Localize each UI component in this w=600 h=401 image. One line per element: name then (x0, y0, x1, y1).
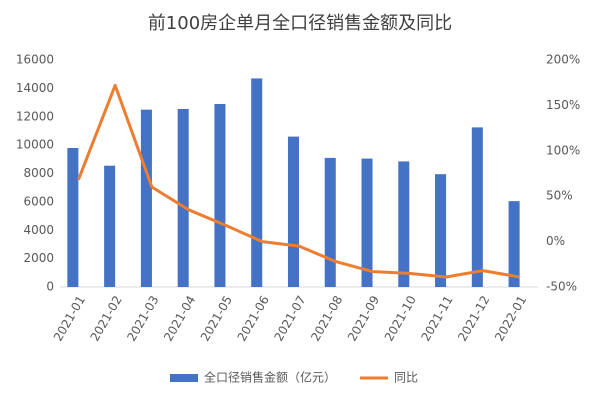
x-tick-label: 2021-07 (271, 293, 308, 343)
x-tick-label: 2021-08 (308, 293, 345, 343)
y-tick-label: 10000 (16, 138, 54, 152)
bar (508, 201, 520, 287)
bar (287, 136, 299, 287)
bar (471, 127, 483, 287)
x-tick-label: 2021-06 (235, 293, 272, 343)
y-tick-label: 6000 (23, 194, 54, 208)
y-tick-label: 12000 (16, 109, 54, 123)
y-tick-label: 4000 (23, 223, 54, 237)
bar (398, 161, 410, 287)
y2-tick-label: 150% (546, 98, 580, 112)
x-tick-label: 2021-10 (382, 293, 419, 343)
bar (140, 109, 152, 287)
bar (67, 147, 79, 287)
bar (361, 158, 373, 287)
x-tick-label: 2021-02 (88, 293, 125, 343)
x-tick-label: 2021-12 (455, 293, 492, 343)
x-tick-label: 2021-03 (124, 293, 161, 343)
y2-tick-label: 50% (546, 189, 573, 203)
line (76, 83, 520, 279)
x-tick-label: 2021-04 (161, 293, 198, 343)
y-tick-label: 8000 (23, 166, 54, 180)
bar (435, 174, 447, 287)
bar (324, 157, 336, 287)
y-tick-label: 16000 (16, 53, 54, 67)
x-tick-label: 2021-05 (198, 293, 235, 343)
legend-label: 同比 (394, 371, 418, 385)
x-tick-label: 2022-01 (492, 293, 529, 343)
bar (251, 78, 263, 287)
x-tick-label: 2021-11 (419, 293, 456, 343)
y2-tick-label: 0% (546, 234, 565, 248)
legend-label: 全口径销售金额（亿元） (204, 370, 336, 385)
y2-tick-label: -50% (546, 280, 577, 294)
x-tick-label: 2021-01 (51, 293, 88, 343)
y2-tick-label: 200% (546, 53, 580, 67)
y-tick-label: 0 (46, 280, 54, 294)
bar (214, 103, 226, 287)
y-tick-label: 14000 (16, 81, 54, 95)
x-tick-label: 2021-09 (345, 293, 382, 343)
bar (104, 165, 116, 287)
legend-swatch (170, 374, 198, 382)
chart-title: 前100房企单月全口径销售金额及同比 (148, 13, 452, 34)
bar (177, 108, 189, 288)
y-tick-label: 2000 (23, 251, 54, 265)
y2-tick-label: 100% (546, 143, 580, 157)
